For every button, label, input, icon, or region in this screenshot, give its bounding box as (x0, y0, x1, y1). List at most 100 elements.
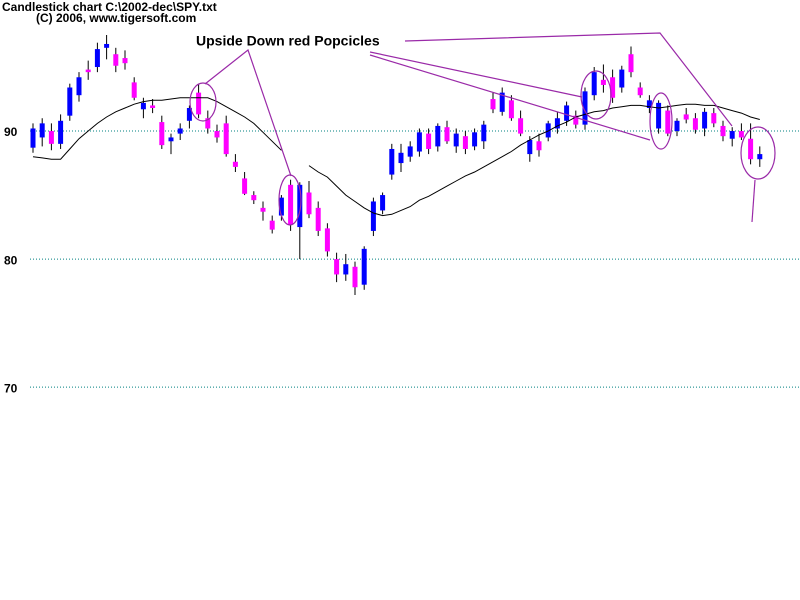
candle-body (324, 228, 330, 252)
callout-circle (278, 174, 302, 226)
candle-body (334, 259, 340, 275)
marks (30, 35, 763, 295)
y-tick-label: 80 (4, 253, 18, 267)
candle-body (94, 49, 100, 68)
candle-body (269, 220, 275, 230)
callouts (189, 32, 776, 226)
candle-body (711, 113, 717, 124)
callout-line (404, 32, 733, 127)
chart-title: Candlestick chart C:\2002-dec\SPY.txt (2, 0, 217, 14)
candle-body (223, 123, 229, 155)
candle-body (665, 110, 671, 134)
candle-body (288, 184, 294, 225)
candle-body (251, 195, 257, 201)
candle-body (67, 87, 73, 116)
callout-line (369, 51, 583, 98)
candle-body (407, 146, 413, 157)
candle-body (39, 123, 45, 138)
candle-body (490, 99, 496, 110)
candle-body (499, 92, 505, 112)
callout-line (751, 179, 756, 223)
candle-body (674, 120, 680, 132)
callout-line (369, 54, 651, 141)
candle-body (168, 137, 174, 142)
candle-body (591, 72, 597, 96)
candle-body (85, 69, 91, 73)
candle-body (600, 79, 606, 85)
candle-body (389, 148, 395, 175)
candle-body (370, 201, 376, 231)
candle-body (140, 102, 146, 110)
candle-body (113, 54, 119, 66)
callout-circle (740, 126, 776, 180)
candle-body (462, 136, 468, 149)
candle-body (315, 207, 321, 231)
candle-body (738, 131, 744, 138)
candle-body (278, 197, 284, 216)
candle-body (48, 131, 54, 144)
candle-body (232, 161, 238, 167)
candle-body (76, 77, 82, 96)
grid: 70 80 90 (4, 125, 800, 395)
candle-body (122, 58, 128, 64)
candle-body (683, 114, 689, 120)
candle-body (748, 138, 754, 160)
candle-body (177, 128, 183, 134)
candle-body (306, 192, 312, 215)
candle-body (416, 132, 422, 152)
candle-body (619, 69, 625, 88)
candle-body (150, 105, 156, 108)
candle-body (361, 248, 367, 285)
callout-circle (649, 92, 673, 150)
chart-subtitle: (C) 2006, www.tigersoft.com (36, 11, 196, 25)
candle-body (646, 100, 652, 108)
candle-body (610, 77, 616, 98)
candle-body (380, 195, 386, 211)
candle-body (435, 125, 441, 147)
candle-body (159, 122, 165, 146)
candle-body (702, 111, 708, 129)
candle-body (628, 54, 634, 73)
candle-body (426, 133, 432, 149)
candle-body (573, 115, 579, 125)
candle-body (720, 125, 726, 137)
candle-body (398, 152, 404, 164)
candle-body (692, 118, 698, 130)
candle-body (472, 132, 478, 147)
candle-body (196, 92, 202, 115)
candle-body (30, 128, 36, 148)
annotation: Upside Down red Popcicles (196, 33, 380, 49)
candle-body (352, 266, 358, 288)
candle-body (508, 100, 514, 119)
candle-body (481, 124, 487, 142)
candle-body (527, 140, 533, 155)
candle-body (564, 105, 570, 121)
candle-body (205, 118, 211, 129)
candle-body (343, 264, 349, 275)
candle-body (757, 154, 763, 160)
moving-average-line (32, 97, 760, 217)
candle-body (582, 91, 588, 125)
candle-body (637, 87, 643, 96)
candle-body (297, 184, 303, 228)
candle-body (186, 107, 192, 121)
y-tick-label: 70 (4, 381, 18, 395)
candle-body (58, 120, 64, 144)
candle-body (131, 82, 137, 98)
y-tick-label: 90 (4, 125, 18, 139)
candle-body (545, 123, 551, 138)
candle-body (260, 207, 266, 212)
callout-circle (580, 70, 612, 120)
candle-body (242, 178, 248, 194)
callout-circle (189, 82, 217, 122)
callout-line (204, 49, 292, 177)
candle-body (729, 131, 735, 139)
candle-body (656, 102, 662, 129)
candle-body (554, 118, 560, 129)
candle-body (104, 43, 110, 48)
candle-body (518, 118, 524, 134)
candle-body (453, 133, 459, 147)
candle-body (214, 131, 220, 138)
candle-body (536, 141, 542, 151)
